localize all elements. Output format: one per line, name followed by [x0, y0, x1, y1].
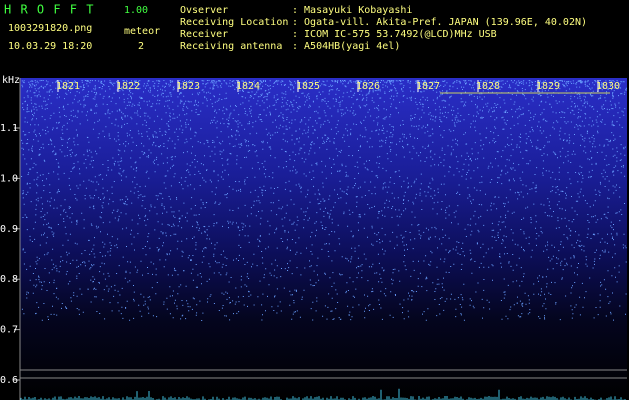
time-label: 1822	[116, 81, 140, 92]
count-label: meteor	[124, 26, 160, 37]
info-label: Ovserver	[180, 5, 228, 16]
y-tick-label: 0.7	[0, 325, 18, 336]
time-label: 1821	[56, 81, 80, 92]
info-label: Receiving antenna	[180, 41, 282, 52]
info-label: Receiver	[180, 29, 228, 40]
info-value: : Ogata-vill. Akita-Pref. JAPAN (139.96E…	[292, 17, 587, 28]
axis-unit: kHz	[2, 75, 20, 86]
time-label: 1828	[476, 81, 500, 92]
time-label: 1825	[296, 81, 320, 92]
y-tick-label: 1.1	[0, 123, 18, 134]
app-name: H R O F F T	[4, 3, 94, 17]
time-label: 1829	[536, 81, 560, 92]
info-value: : A504HB(yagi 4el)	[292, 41, 400, 52]
info-label: Receiving Location	[180, 17, 288, 28]
time-label: 1827	[416, 81, 440, 92]
time-label: 1826	[356, 81, 380, 92]
y-tick-label: 0.6	[0, 375, 18, 386]
y-tick-label: 1.0	[0, 173, 18, 184]
time-label: 1824	[236, 81, 260, 92]
date-time: 10.03.29 18:20	[8, 41, 92, 52]
time-label: 1823	[176, 81, 200, 92]
count: 2	[138, 41, 144, 52]
file-name: 1003291820.png	[8, 23, 92, 34]
info-value: : Masayuki Kobayashi	[292, 5, 412, 16]
y-tick-label: 0.8	[0, 274, 18, 285]
info-value: : ICOM IC-575 53.7492(@LCD)MHz USB	[292, 29, 497, 40]
version: 1.00	[124, 5, 148, 16]
spectrogram	[20, 78, 627, 400]
y-tick-label: 0.9	[0, 224, 18, 235]
time-label: 1830	[596, 81, 620, 92]
